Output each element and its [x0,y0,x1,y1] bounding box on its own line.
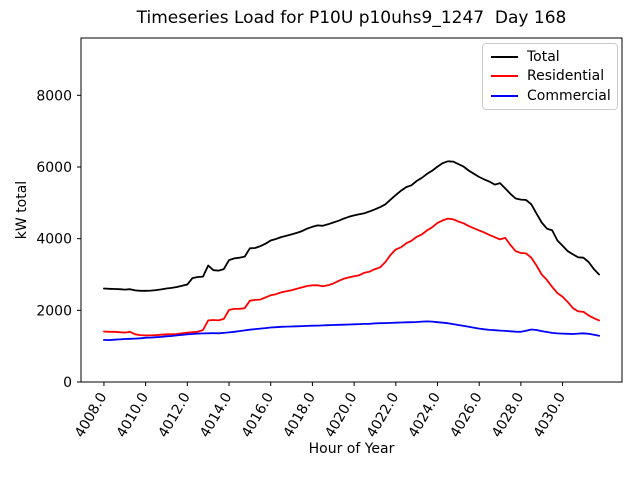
x-tick-label: 4008.0 [72,390,110,440]
legend-item-commercial: Commercial [491,88,611,105]
x-tick-label: 4028.0 [489,390,527,440]
commercial-line-swatch [491,95,518,98]
y-tick-label: 2000 [36,303,72,319]
chart-title: Timeseries Load for P10U p10uhs9_1247 Da… [136,8,567,28]
legend-item-total: Total [491,50,609,64]
legend-label-total: Total [527,48,560,65]
x-tick-label: 4024.0 [406,390,444,440]
x-tick-label: 4022.0 [364,390,402,440]
series-line-commercial [103,320,600,342]
axes-box [80,37,623,383]
legend-label-residential: Residential [527,68,605,85]
x-tick-label: 4012.0 [155,390,193,440]
y-tick-label: 0 [63,375,72,391]
y-tick-label: 6000 [36,160,72,176]
x-tick-label: 4020.0 [322,390,360,440]
total-line-swatch [491,55,518,58]
y-tick-label: 4000 [36,232,72,248]
x-tick-label: 4018.0 [281,390,319,440]
x-tick-label: 4014.0 [197,390,235,440]
x-tick-label: 4030.0 [531,390,569,440]
series-line-residential [103,217,600,337]
x-tick-label: 4010.0 [114,390,152,440]
x-axis-label: Hour of Year [308,441,395,457]
y-tick-label: 8000 [36,88,72,104]
residential-line-swatch [491,75,518,78]
x-tick-label: 4026.0 [447,390,485,440]
legend-label-commercial: Commercial [527,88,611,105]
x-tick-label: 4016.0 [239,390,277,440]
series-line-total [103,160,600,292]
legend-item-residential: Residential [491,69,609,83]
legend: Total Residential Commercial [482,43,618,110]
